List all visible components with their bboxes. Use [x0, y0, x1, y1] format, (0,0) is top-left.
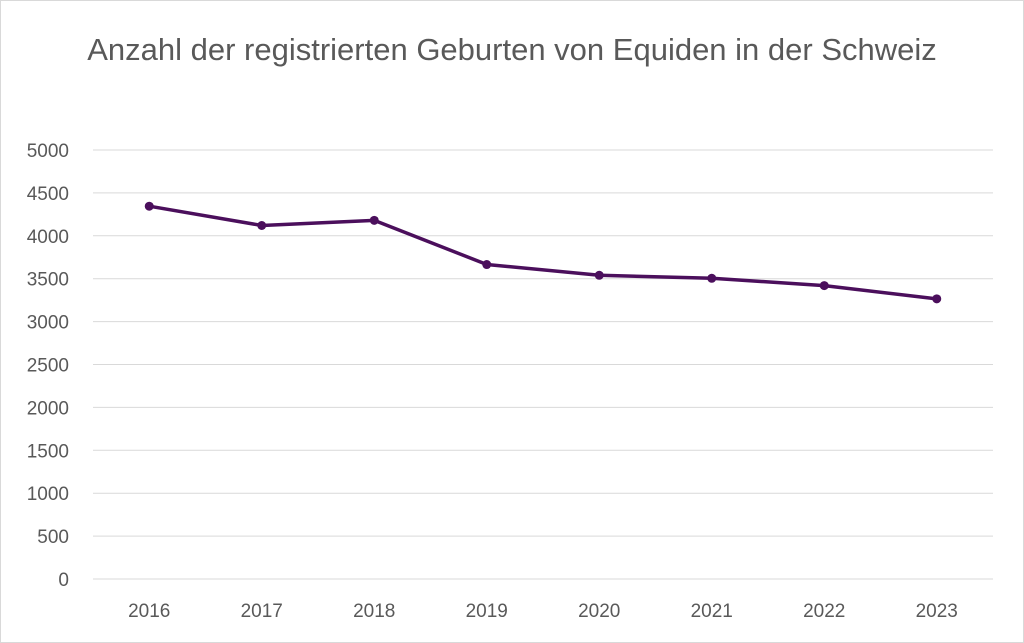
- x-tick-label: 2021: [691, 601, 733, 622]
- y-tick-label: 3500: [27, 270, 69, 291]
- data-point: [932, 294, 942, 304]
- y-tick-label: 2500: [27, 356, 69, 377]
- x-tick-label: 2019: [466, 601, 508, 622]
- y-tick-label: 0: [58, 570, 69, 591]
- series-line: [147, 204, 939, 301]
- x-tick-label: 2022: [803, 601, 845, 622]
- data-point: [594, 270, 604, 280]
- data-point: [257, 221, 267, 231]
- x-axis: 2016 2017 2018 2019 2020 2021 2022 2023: [128, 601, 958, 622]
- x-tick-label: 2020: [578, 601, 620, 622]
- y-tick-label: 500: [37, 527, 69, 548]
- x-tick-label: 2023: [916, 601, 958, 622]
- y-tick-label: 5000: [27, 141, 69, 162]
- y-tick-label: 1500: [27, 441, 69, 462]
- y-tick-label: 1000: [27, 484, 69, 505]
- y-tick-label: 4500: [27, 184, 69, 205]
- chart-title: Anzahl der registrierten Geburten von Eq…: [87, 32, 937, 67]
- x-tick-label: 2018: [353, 601, 395, 622]
- x-tick-label: 2017: [241, 601, 283, 622]
- data-point: [819, 281, 829, 291]
- data-point: [369, 215, 379, 225]
- gridlines: [93, 149, 993, 580]
- y-tick-label: 4000: [27, 227, 69, 248]
- x-tick-label: 2016: [128, 601, 170, 622]
- data-point: [707, 273, 717, 283]
- data-point: [482, 260, 492, 270]
- y-tick-label: 2000: [27, 398, 69, 419]
- y-axis: 0 500 1000 1500 2000 2500 3000 3500 4000 4500 5000: [27, 141, 69, 591]
- data-point: [144, 201, 154, 211]
- y-tick-label: 3000: [27, 313, 69, 334]
- series-markers: [144, 201, 942, 304]
